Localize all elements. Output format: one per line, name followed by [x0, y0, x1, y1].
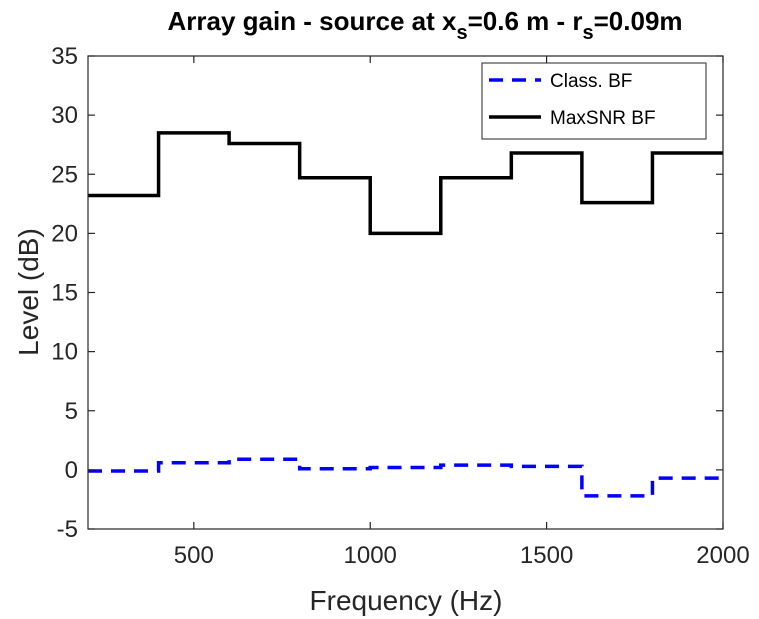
- x-tick-label: 1500: [520, 542, 573, 569]
- x-tick-label: 500: [174, 542, 214, 569]
- y-tick-label: 10: [51, 339, 78, 366]
- y-tick-label: 35: [51, 43, 78, 70]
- series-layer: [88, 131, 723, 498]
- legend: Class. BF MaxSNR BF: [481, 62, 707, 140]
- y-tick-label: 20: [51, 220, 78, 247]
- ticks-layer: 500 1000 1500 2000 -5 0 5 10 15 20 25 30 35: [51, 43, 749, 569]
- legend-label-class-bf: Class. BF: [550, 71, 632, 92]
- y-tick-label: 30: [51, 102, 78, 129]
- chart-title: Array gain - source at xs=0.6 m - rs=0.0…: [167, 6, 682, 44]
- y-tick-label: 25: [51, 161, 78, 188]
- y-tick-label: 5: [65, 398, 78, 425]
- series-line-class-bf: [88, 457, 723, 498]
- x-axis-label: Frequency (Hz): [310, 585, 503, 616]
- y-tick-label: -5: [57, 516, 78, 543]
- y-axis-label: Level (dB): [13, 228, 44, 356]
- x-tick-label: 2000: [696, 542, 749, 569]
- y-tick-label: 15: [51, 280, 78, 307]
- y-tick-label: 0: [65, 457, 78, 484]
- series-line-maxsnr-bf: [88, 131, 723, 236]
- legend-box: [481, 62, 707, 140]
- legend-label-maxsnr-bf: MaxSNR BF: [550, 108, 656, 129]
- x-tick-label: 1000: [344, 542, 397, 569]
